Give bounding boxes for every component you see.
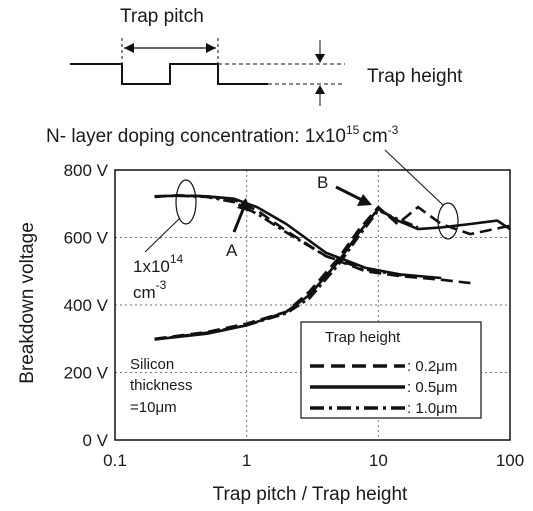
series-line-5 <box>154 209 419 341</box>
plot-frame <box>114 169 511 441</box>
doping-high-unit: cm <box>362 126 387 147</box>
doping-low-label: 1x1014 <box>133 252 184 276</box>
series-line-2 <box>154 194 402 277</box>
leader-high-doping <box>384 149 444 206</box>
doping-low-unit-exponent: -3 <box>156 278 167 292</box>
silicon-note-2: thickness <box>130 377 193 394</box>
silicon-note-3: =10μm <box>130 399 177 416</box>
x-tick-label-2: 10 <box>369 451 388 470</box>
annotation-a-arrow <box>232 206 246 233</box>
trap-schematic: Trap pitch Trap height <box>70 6 463 106</box>
y-tick-label-2: 400 V <box>64 296 109 315</box>
y-tick-label-1: 200 V <box>64 364 109 383</box>
pitch-arrow-head-right <box>206 43 216 53</box>
x-tick-label-1: 1 <box>242 451 251 470</box>
x-tick-label-3: 100 <box>496 451 524 470</box>
legend-title: Trap height <box>325 329 401 346</box>
y-tick-label-3: 600 V <box>64 229 109 248</box>
trap-profile <box>70 63 268 85</box>
doping-high-base: N- layer doping concentration: 1x10 <box>46 126 346 147</box>
legend-label-0: : 0.2μm <box>407 358 457 375</box>
doping-high-exponent: 15 <box>346 123 360 137</box>
doping-low-unit-label: cm-3 <box>133 278 167 302</box>
y-tick-label-0: 0 V <box>82 431 108 450</box>
legend-box <box>300 321 482 419</box>
doping-low-exponent: 14 <box>170 252 184 266</box>
height-arrow-head-top <box>315 54 325 63</box>
series-layer <box>154 194 511 341</box>
leader-low-doping <box>144 217 181 253</box>
annotation-a-label: A <box>226 241 238 260</box>
trap-pitch-label: Trap pitch <box>120 6 204 27</box>
annotation-b-arrow <box>335 185 363 202</box>
x-axis-ticks: 0.1 1 10 100 <box>103 451 524 470</box>
y-axis-label: Breakdown voltage <box>17 222 38 384</box>
doping-low-unit: cm <box>133 283 156 302</box>
series-line-3 <box>154 205 511 341</box>
silicon-note-1: Silicon <box>130 356 174 373</box>
annotation-a-arrowhead <box>237 198 251 212</box>
legend: Trap height : 0.2μm : 0.5μm : 1.0μm <box>300 321 482 419</box>
y-axis-ticks: 0 V 200 V 400 V 600 V 800 V <box>64 161 109 450</box>
legend-label-1: : 0.5μm <box>407 379 457 396</box>
ellipse-high-doping <box>437 202 459 240</box>
ellipse-low-doping <box>175 179 197 225</box>
series-line-0 <box>154 194 471 285</box>
trap-height-label: Trap height <box>367 66 463 87</box>
doping-low-base: 1x10 <box>133 257 170 276</box>
pitch-arrow-head-left <box>124 43 134 53</box>
annotation-b: B <box>317 173 372 206</box>
annotation-b-arrowhead <box>357 194 372 206</box>
legend-label-2: : 1.0μm <box>407 400 457 417</box>
y-tick-label-4: 800 V <box>64 161 109 180</box>
x-tick-label-0: 0.1 <box>103 451 127 470</box>
doping-high-unit-exponent: -3 <box>388 123 399 137</box>
height-arrow-head-bottom <box>315 85 325 94</box>
x-axis-label: Trap pitch / Trap height <box>213 484 408 505</box>
annotation-a: A <box>226 198 251 260</box>
doping-high-label: N- layer doping concentration: 1x1015 cm-… <box>46 123 399 147</box>
annotation-b-label: B <box>317 173 328 192</box>
